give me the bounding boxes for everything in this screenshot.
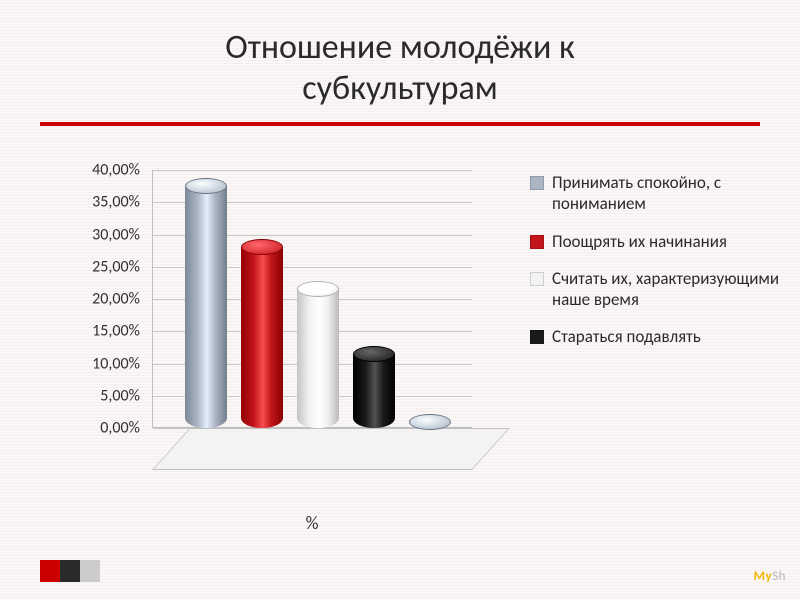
legend-swatch <box>530 330 544 344</box>
chart-floor <box>152 428 510 470</box>
y-axis-labels: 0,00%5,00%10,00%15,00%20,00%25,00%30,00%… <box>60 170 146 428</box>
legend-item: Поощрять их начинания <box>530 231 780 252</box>
legend: Принимать спокойно, с пониманием Поощрять… <box>530 172 780 364</box>
bars-container <box>152 170 472 428</box>
footer-square-grey <box>80 560 100 582</box>
legend-swatch <box>530 272 544 286</box>
page-title-line2: субкультурам <box>0 69 800 110</box>
footer-stripe <box>40 560 100 582</box>
y-tick-label: 25,00% <box>92 257 140 276</box>
x-axis-label: % <box>152 512 472 534</box>
title-underline <box>40 122 760 126</box>
footer-square-black <box>60 560 80 582</box>
bar <box>185 186 227 428</box>
y-tick-label: 15,00% <box>92 322 140 341</box>
bar-front <box>353 354 395 428</box>
brand-watermark: MySh <box>754 569 786 584</box>
y-tick-label: 40,00% <box>92 161 140 180</box>
bar <box>353 354 395 428</box>
page-title-line1: Отношение молодёжи к <box>0 28 800 69</box>
brand-part-my: My <box>754 569 773 584</box>
y-tick-label: 5,00% <box>100 386 140 405</box>
bar-front <box>185 186 227 428</box>
y-tick-label: 0,00% <box>100 419 140 438</box>
slide: Отношение молодёжи к субкультурам 0,00% 5… <box>0 0 800 600</box>
bar <box>297 289 339 428</box>
legend-swatch <box>530 235 544 249</box>
title-block: Отношение молодёжи к субкультурам <box>0 28 800 110</box>
bar <box>409 422 451 428</box>
legend-item: Стараться подавлять <box>530 326 780 347</box>
y-tick-label: 20,00% <box>92 290 140 309</box>
legend-label: Принимать спокойно, с пониманием <box>552 172 780 215</box>
plot-area <box>152 170 472 470</box>
bar-front <box>297 289 339 428</box>
legend-label: Считать их, характеризующими наше время <box>552 268 780 311</box>
footer-square-red <box>40 560 60 582</box>
bar-top <box>353 346 395 362</box>
y-tick-label: 30,00% <box>92 225 140 244</box>
legend-swatch <box>530 176 544 190</box>
y-tick-label: 10,00% <box>92 354 140 373</box>
legend-item: Считать их, характеризующими наше время <box>530 268 780 311</box>
y-tick-label: 35,00% <box>92 193 140 212</box>
bar-front <box>241 247 283 428</box>
legend-item: Принимать спокойно, с пониманием <box>530 172 780 215</box>
brand-part-rest: Sh <box>772 569 786 584</box>
bar-chart: 0,00% 5,00% 10,00% 15,00% 20,00% 25,00% 30,00%… <box>60 160 500 520</box>
legend-label: Стараться подавлять <box>552 326 701 347</box>
legend-label: Поощрять их начинания <box>552 231 727 252</box>
bar <box>241 247 283 428</box>
bar-top <box>409 414 451 430</box>
